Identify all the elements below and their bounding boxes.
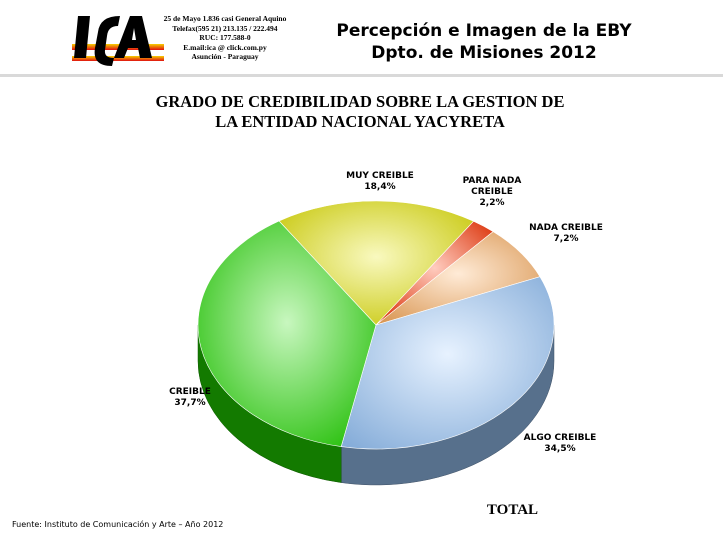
svg-text:CREIBLE: CREIBLE: [169, 387, 211, 397]
chart-title-line1: GRADO DE CREDIBILIDAD SOBRE LA GESTION D…: [155, 92, 565, 111]
report-header: 25 de Mayo 1.836 casi General Aquino Tel…: [0, 0, 723, 77]
slice-algo-creible: [340, 276, 555, 450]
contact-email: E.mail:ica @ click.com.py: [183, 42, 267, 52]
svg-text:NADA CREIBLE: NADA CREIBLE: [529, 223, 603, 233]
svg-text:34,5%: 34,5%: [544, 444, 575, 454]
report-title-line2: Dpto. de Misiones 2012: [371, 43, 597, 63]
svg-text:MUY CREIBLE: MUY CREIBLE: [346, 171, 414, 181]
header-divider: [0, 74, 723, 77]
svg-text:2,2%: 2,2%: [480, 198, 505, 208]
svg-text:ALGO CREIBLE: ALGO CREIBLE: [524, 433, 597, 443]
contact-ruc: RUC: 177.588-0: [199, 33, 251, 43]
svg-text:PARA NADA: PARA NADA: [463, 176, 522, 186]
chart-title-line2: LA ENTIDAD NACIONAL YACYRETA: [215, 112, 505, 131]
source-note: Fuente: Instituto de Comunicación y Arte…: [12, 520, 224, 529]
contact-address: 25 de Mayo 1.836 casi General Aquino: [163, 14, 287, 23]
svg-text:CREIBLE: CREIBLE: [471, 187, 513, 197]
report-title: Percepción e Imagen de la EBY Dpto. de M…: [300, 20, 668, 64]
chart-footer-label: TOTAL: [486, 502, 539, 518]
slice-muy-creible: [278, 200, 475, 326]
contact-city: Asunción - Paraguay: [191, 52, 259, 62]
svg-text:37,7%: 37,7%: [174, 398, 205, 408]
ica-logo: [72, 16, 164, 66]
contact-block: 25 de Mayo 1.836 casi General Aquino Tel…: [150, 14, 300, 62]
svg-text:18,4%: 18,4%: [364, 182, 395, 192]
report-title-line1: Percepción e Imagen de la EBY: [336, 21, 632, 41]
svg-text:7,2%: 7,2%: [554, 234, 579, 244]
chart-title: GRADO DE CREDIBILIDAD SOBRE LA GESTION D…: [100, 92, 620, 132]
contact-telefax: Telefax(595 21) 213.135 / 222.494: [172, 23, 278, 33]
slice-creible: [197, 220, 377, 447]
pie-tops: [197, 200, 555, 450]
